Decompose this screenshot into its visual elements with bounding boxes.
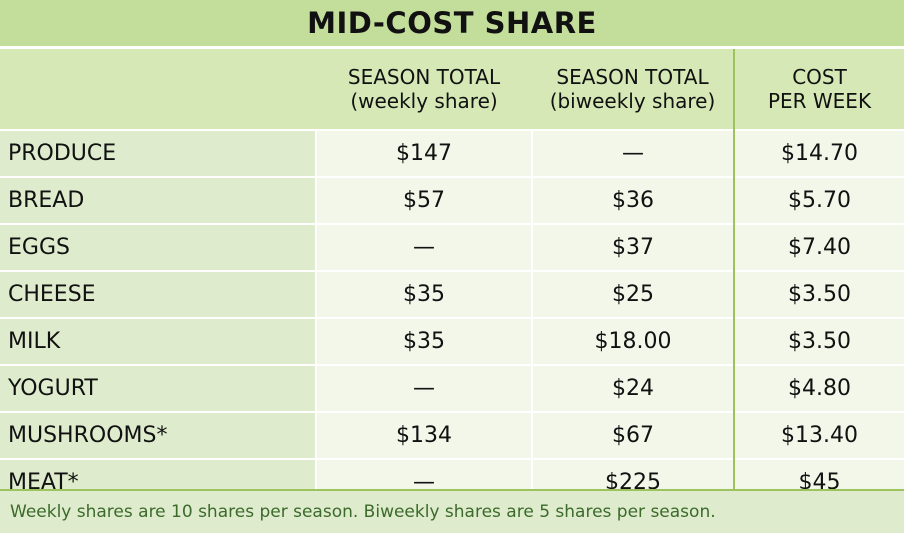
row-biweekly: $25 — [531, 270, 734, 318]
row-per-week: $3.50 — [733, 317, 904, 365]
row-per-week: $7.40 — [733, 223, 904, 271]
table-row: EGGS — $37 $7.40 — [0, 223, 904, 271]
row-weekly: $35 — [315, 317, 532, 365]
row-item: PRODUCE — [0, 129, 316, 177]
table-row: MUSHROOMS* $134 $67 $13.40 — [0, 411, 904, 459]
row-weekly: $57 — [315, 176, 532, 224]
row-item: MUSHROOMS* — [0, 411, 316, 459]
header-per-week: COST PER WEEK — [733, 49, 904, 130]
row-weekly: — — [315, 223, 532, 271]
row-item: CHEESE — [0, 270, 316, 318]
table-row: BREAD $57 $36 $5.70 — [0, 176, 904, 224]
header-biweekly-line2: (biweekly share) — [549, 89, 716, 113]
header-weekly-line1: SEASON TOTAL — [347, 65, 501, 89]
row-per-week: $3.50 — [733, 270, 904, 318]
table-title: MID-COST SHARE — [0, 0, 904, 46]
header-biweekly-line1: SEASON TOTAL — [556, 65, 709, 89]
row-item: MILK — [0, 317, 316, 365]
row-weekly: — — [315, 364, 532, 412]
header-per-week-line2: PER WEEK — [767, 89, 872, 113]
row-weekly: $147 — [315, 129, 532, 177]
row-item: YOGURT — [0, 364, 316, 412]
row-biweekly: $36 — [531, 176, 734, 224]
row-biweekly: $18.00 — [531, 317, 734, 365]
row-biweekly: — — [531, 129, 734, 177]
row-biweekly: $37 — [531, 223, 734, 271]
row-weekly: $134 — [315, 411, 532, 459]
row-item: BREAD — [0, 176, 316, 224]
row-biweekly: $67 — [531, 411, 734, 459]
row-weekly: $35 — [315, 270, 532, 318]
header-biweekly: SEASON TOTAL (biweekly share) — [532, 49, 734, 130]
header-row: SEASON TOTAL (weekly share) SEASON TOTAL… — [0, 49, 904, 130]
table-row: YOGURT — $24 $4.80 — [0, 364, 904, 412]
table-row: CHEESE $35 $25 $3.50 — [0, 270, 904, 318]
header-weekly: SEASON TOTAL (weekly share) — [316, 49, 532, 130]
price-table: SEASON TOTAL (weekly share) SEASON TOTAL… — [0, 49, 904, 505]
table-row: MILK $35 $18.00 $3.50 — [0, 317, 904, 365]
footnote: Weekly shares are 10 shares per season. … — [0, 489, 904, 533]
row-per-week: $5.70 — [733, 176, 904, 224]
table-row: PRODUCE $147 — $14.70 — [0, 129, 904, 177]
row-per-week: $13.40 — [733, 411, 904, 459]
header-item — [0, 49, 316, 130]
header-per-week-line1: COST — [792, 65, 847, 89]
row-biweekly: $24 — [531, 364, 734, 412]
row-per-week: $14.70 — [733, 129, 904, 177]
row-item: EGGS — [0, 223, 316, 271]
header-weekly-line2: (weekly share) — [350, 89, 498, 113]
row-per-week: $4.80 — [733, 364, 904, 412]
